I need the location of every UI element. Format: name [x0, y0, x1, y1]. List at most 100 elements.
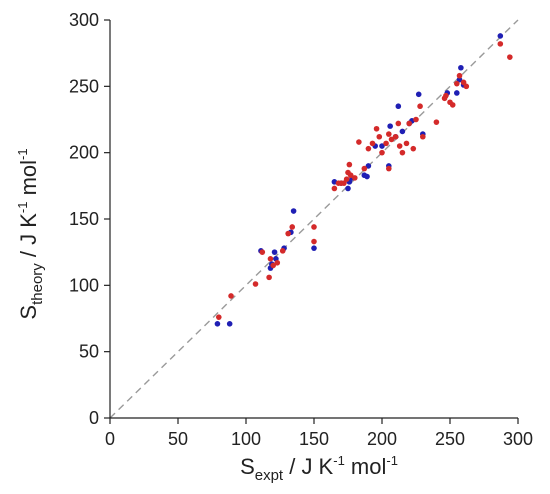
data-point-series-1-26 [399, 128, 406, 135]
y-tick-label-250: 250 [69, 76, 99, 96]
data-point-series-2-3 [252, 281, 259, 287]
data-point-series-2-35 [395, 120, 402, 127]
data-point-series-1-19 [365, 163, 372, 169]
data-point-series-2-33 [388, 136, 395, 143]
data-point-series-2-27 [373, 125, 380, 132]
data-point-series-2-24 [361, 165, 368, 172]
y-tick-label-300: 300 [69, 10, 99, 30]
x-title-superscript-1: -1 [333, 453, 345, 468]
data-point-series-1-25 [395, 103, 402, 110]
x-tick-label-50: 50 [168, 429, 188, 449]
y-title-unit-j-k: / J K [16, 213, 41, 263]
data-point-series-2-25 [365, 145, 372, 152]
data-point-series-2-29 [379, 149, 385, 156]
data-point-series-1-6 [271, 249, 278, 255]
y-title-base: S [16, 305, 41, 320]
data-point-series-2-7 [270, 262, 277, 269]
x-tick-label-250: 250 [435, 429, 465, 449]
x-title-unit-mol: mol [345, 454, 387, 479]
data-point-series-1-32 [454, 90, 460, 96]
y-title-subscript: theory [29, 263, 46, 305]
data-point-series-2-40 [410, 145, 417, 152]
data-point-series-2-23 [356, 139, 362, 145]
y-axis-title: Stheory / J K-1 mol-1 [15, 148, 46, 319]
data-point-series-2-31 [386, 165, 392, 172]
data-point-series-1-29 [415, 91, 422, 98]
y-tick-label-200: 200 [69, 143, 99, 163]
x-title-subscript: expt [255, 467, 284, 484]
data-point-series-2-26 [369, 140, 376, 147]
y-axis-ticks: 0 50 100 150 200 250 300 [69, 10, 110, 428]
data-point-series-2-20 [346, 161, 353, 168]
x-tick-label-200: 200 [367, 429, 397, 449]
data-point-series-1-14 [345, 185, 351, 192]
data-point-series-2-30 [383, 140, 389, 147]
data-point-series-2-18 [343, 176, 350, 182]
data-point-series-1-21 [379, 143, 385, 149]
x-title-superscript-2: -1 [386, 453, 398, 468]
data-point-series-2-36 [396, 143, 403, 149]
data-point-series-2-50 [456, 72, 463, 79]
data-point-series-2-52 [463, 83, 470, 90]
data-point-series-2-6 [267, 255, 274, 262]
data-point-series-1-10 [290, 208, 297, 214]
data-point-series-2-8 [274, 259, 281, 266]
data-points [214, 33, 513, 327]
x-title-unit-j-k: / J K [283, 454, 333, 479]
data-point-series-1-23 [387, 123, 393, 129]
data-point-series-2-9 [279, 248, 286, 254]
data-point-series-2-22 [352, 175, 358, 181]
data-point-series-2-51 [460, 79, 467, 86]
y-title-superscript-1: -1 [15, 202, 30, 214]
data-point-series-2-49 [454, 80, 460, 87]
x-tick-label-0: 0 [105, 429, 115, 449]
y-tick-label-0: 0 [89, 408, 99, 428]
data-point-series-1-11 [311, 245, 317, 251]
y-tick-label-150: 150 [69, 209, 99, 229]
data-point-series-2-37 [399, 149, 406, 156]
data-point-series-2-53 [497, 41, 504, 47]
data-point-series-1-36 [497, 33, 504, 39]
data-point-series-2-21 [347, 172, 354, 179]
data-point-series-2-1 [216, 314, 222, 320]
data-point-series-2-44 [433, 119, 440, 125]
data-point-series-2-54 [507, 54, 513, 60]
data-point-series-2-5 [266, 274, 272, 281]
data-point-series-1-33 [456, 76, 463, 83]
x-tick-label-150: 150 [299, 429, 329, 449]
x-title-base: S [240, 454, 255, 479]
data-point-series-2-14 [331, 185, 338, 192]
data-point-series-1-18 [364, 173, 370, 180]
data-point-series-2-2 [228, 293, 234, 299]
data-point-series-1-1 [214, 321, 221, 327]
data-point-series-2-11 [289, 224, 296, 230]
x-tick-label-300: 300 [503, 429, 533, 449]
x-axis-ticks: 0 50 100 150 200 250 300 [105, 418, 533, 449]
data-point-series-2-43 [420, 133, 426, 140]
data-point-series-2-34 [392, 133, 399, 140]
data-point-series-2-13 [311, 224, 317, 230]
data-point-series-2-38 [403, 140, 410, 147]
reference-line [109, 19, 519, 419]
data-point-series-2-46 [443, 92, 449, 99]
data-point-series-2-48 [449, 102, 456, 108]
data-point-series-1-2 [226, 321, 233, 327]
data-point-series-2-39 [406, 120, 413, 127]
data-point-series-2-28 [376, 133, 383, 140]
data-point-series-1-34 [458, 64, 464, 71]
y-tick-label-100: 100 [69, 275, 99, 295]
x-axis-title: Sexpt / J K-1 mol-1 [240, 453, 398, 484]
y-tick-label-50: 50 [79, 342, 99, 362]
y-title-superscript-2: -1 [15, 148, 30, 160]
data-point-series-2-42 [417, 103, 423, 110]
x-tick-label-100: 100 [231, 429, 261, 449]
data-point-series-2-4 [259, 249, 266, 255]
data-point-series-2-32 [386, 131, 392, 137]
data-point-series-2-41 [413, 116, 419, 123]
data-point-series-2-12 [311, 238, 317, 245]
y-title-unit-mol: mol [16, 160, 41, 202]
data-point-series-2-10 [285, 230, 291, 237]
data-point-series-2-17 [341, 180, 347, 186]
